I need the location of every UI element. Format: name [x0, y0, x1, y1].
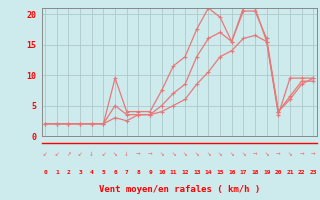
Text: 8: 8	[137, 170, 140, 176]
Text: →: →	[311, 150, 316, 158]
Text: 6: 6	[113, 170, 117, 176]
Text: →: →	[299, 150, 304, 158]
Text: 5: 5	[101, 170, 105, 176]
Text: ↓: ↓	[89, 150, 94, 158]
Text: ↙: ↙	[54, 150, 59, 158]
Text: 15: 15	[216, 170, 224, 176]
Text: Vent moyen/en rafales ( km/h ): Vent moyen/en rafales ( km/h )	[99, 186, 260, 194]
Text: 1: 1	[55, 170, 59, 176]
Text: ↘: ↘	[229, 150, 234, 158]
Text: ↘: ↘	[194, 150, 199, 158]
Text: 0: 0	[43, 170, 47, 176]
Text: ↘: ↘	[264, 150, 269, 158]
Text: 4: 4	[90, 170, 94, 176]
Text: 19: 19	[263, 170, 270, 176]
Text: ↘: ↘	[159, 150, 164, 158]
Text: ↘: ↘	[288, 150, 292, 158]
Text: 14: 14	[204, 170, 212, 176]
Text: 22: 22	[298, 170, 305, 176]
Text: 3: 3	[78, 170, 82, 176]
Text: ↘: ↘	[218, 150, 222, 158]
Text: ↙: ↙	[101, 150, 106, 158]
Text: 9: 9	[148, 170, 152, 176]
Text: ↘: ↘	[113, 150, 117, 158]
Text: ↗: ↗	[66, 150, 71, 158]
Text: →: →	[148, 150, 152, 158]
Text: ↘: ↘	[206, 150, 211, 158]
Text: 2: 2	[67, 170, 70, 176]
Text: 12: 12	[181, 170, 189, 176]
Text: 23: 23	[309, 170, 317, 176]
Text: 20: 20	[275, 170, 282, 176]
Text: ↓: ↓	[124, 150, 129, 158]
Text: ↙: ↙	[78, 150, 82, 158]
Text: 17: 17	[240, 170, 247, 176]
Text: 7: 7	[125, 170, 129, 176]
Text: 18: 18	[251, 170, 259, 176]
Text: 16: 16	[228, 170, 236, 176]
Text: 21: 21	[286, 170, 294, 176]
Text: 10: 10	[158, 170, 165, 176]
Text: →: →	[136, 150, 141, 158]
Text: ↘: ↘	[183, 150, 187, 158]
Text: 13: 13	[193, 170, 200, 176]
Text: ↙: ↙	[43, 150, 47, 158]
Text: ↘: ↘	[241, 150, 246, 158]
Text: →: →	[253, 150, 257, 158]
Text: ↘: ↘	[171, 150, 176, 158]
Text: 11: 11	[170, 170, 177, 176]
Text: →: →	[276, 150, 281, 158]
